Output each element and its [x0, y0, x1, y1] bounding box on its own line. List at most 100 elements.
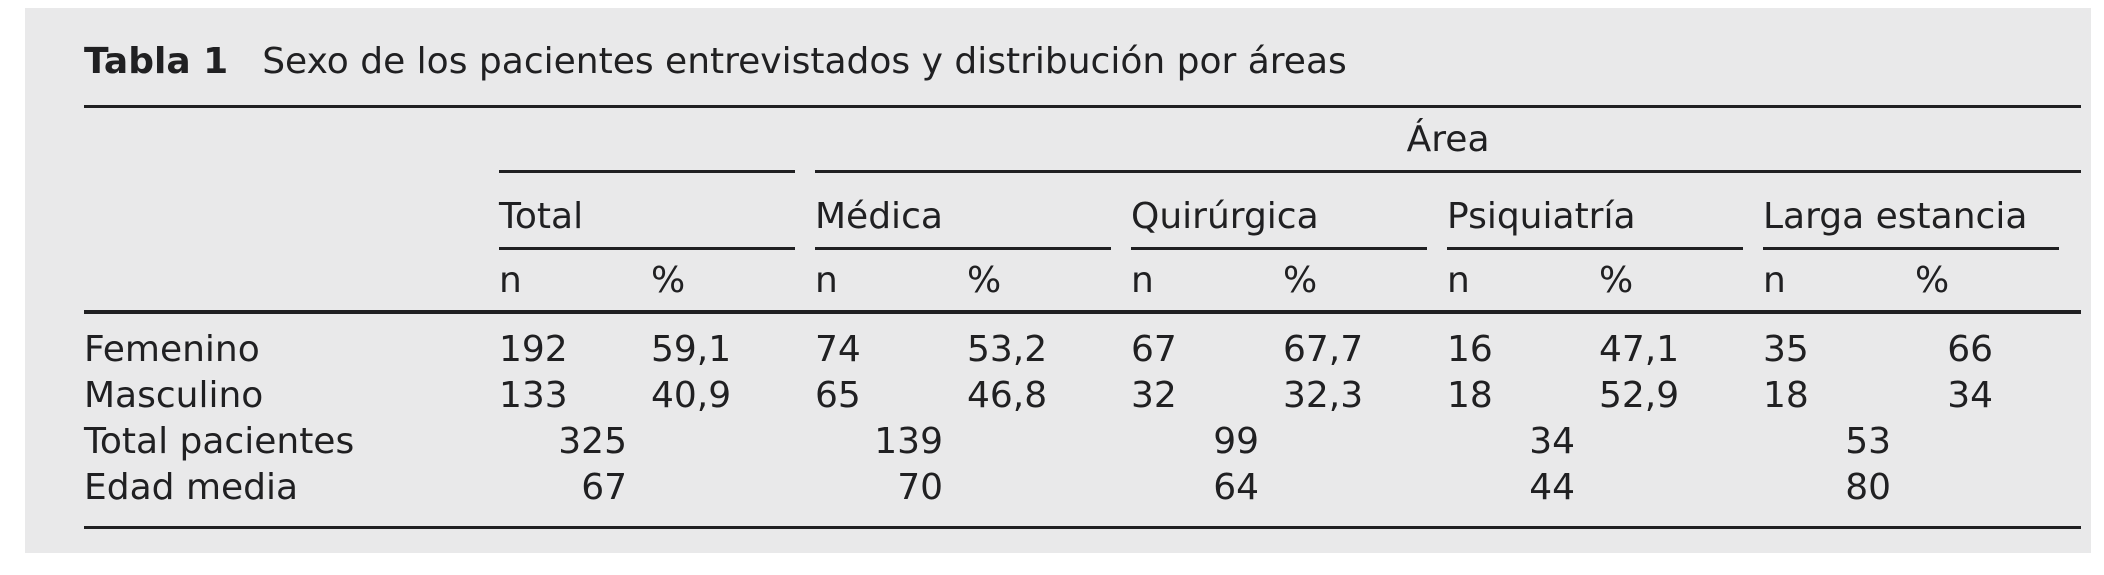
- span-cell: 70: [815, 464, 1111, 529]
- spacer-cell: [1111, 464, 1131, 529]
- subcolumn-pct-label: %: [1283, 248, 1427, 314]
- table-row-masculino: Masculino 133 40,9 65 46,8 32 32,3 18 52…: [84, 372, 2081, 418]
- empty-corner-cell: [84, 248, 499, 314]
- cell-pct-value: 46,8: [967, 374, 1048, 416]
- spacer-cell: [2059, 372, 2081, 418]
- cell-pct-value: 53,2: [967, 328, 1048, 370]
- table-panel: Tabla 1 Sexo de los pacientes entrevistad…: [25, 8, 2091, 553]
- spacer-cell: [2059, 248, 2082, 314]
- span-cell: 325: [499, 418, 795, 464]
- spacer-cell: [1427, 312, 1447, 372]
- column-group-psiquiatria: Psiquiatría: [1447, 171, 1743, 250]
- spacer-cell: [1427, 172, 1447, 249]
- span-cell: 53: [1763, 418, 2059, 464]
- spacer-cell: [1111, 172, 1131, 249]
- spacer-cell: [795, 312, 815, 372]
- spacer-cell: [795, 107, 815, 172]
- row-label: Femenino: [84, 328, 260, 370]
- cell-pct: 46,8: [967, 372, 1111, 418]
- empty-corner-cell: [84, 107, 499, 172]
- span-cell-value: 325: [558, 420, 627, 462]
- subcolumn-n-label: n: [1131, 248, 1283, 314]
- column-group-medica: Médica: [815, 171, 1111, 250]
- subcolumn-n-label: n: [1447, 248, 1599, 314]
- cell-n: 65: [815, 374, 861, 416]
- cell-pct: 53,2: [967, 312, 1111, 372]
- cell-pct: 67,7: [1283, 312, 1427, 372]
- subcolumn-pct-label: %: [1599, 248, 1743, 314]
- span-cell: 34: [1447, 418, 1743, 464]
- column-group-label: Total: [499, 196, 584, 237]
- cell-n: 192: [499, 328, 568, 370]
- column-group-quirurgica: Quirúrgica: [1131, 171, 1427, 250]
- cell-n: 18: [1763, 374, 1809, 416]
- cell-pct-value: 66: [1947, 328, 1993, 370]
- spacer-cell: [795, 418, 815, 464]
- table-row-femenino: Femenino 192 59,1 74 53,2 67 67,7 16 47,…: [84, 312, 2081, 372]
- subcolumn-n-label: n: [1763, 248, 1915, 314]
- spacer-cell: [1743, 312, 1763, 372]
- spacer-cell: [2059, 464, 2082, 529]
- spacer-cell: [1427, 248, 1447, 314]
- spacer-cell: [2059, 172, 2081, 249]
- cell-pct-value: 34: [1947, 374, 1993, 416]
- subcolumn-pct-label: %: [967, 248, 1111, 314]
- caption-label: Tabla 1: [84, 41, 229, 82]
- spacer-cell: [1743, 464, 1763, 529]
- spacer-cell: [1427, 418, 1447, 464]
- spacer-cell: [2059, 312, 2081, 372]
- subcolumn-pct-label: %: [651, 248, 795, 314]
- cell-pct: 52,9: [1599, 372, 1743, 418]
- spacer-cell: [1111, 418, 1131, 464]
- table-caption: Tabla 1 Sexo de los pacientes entrevistad…: [84, 42, 1347, 82]
- cell-pct-value: 32,3: [1283, 374, 1364, 416]
- span-cell-value: 44: [1529, 466, 1575, 508]
- span-cell: 99: [1131, 418, 1427, 464]
- total-overline-cell: [499, 106, 795, 173]
- cell-pct: 47,1: [1599, 312, 1743, 372]
- spacer-cell: [795, 248, 815, 314]
- subcolumn-n-label: n: [815, 248, 967, 314]
- cell-pct-value: 59,1: [651, 328, 732, 370]
- column-group-total: Total: [499, 171, 795, 250]
- span-cell-value: 70: [897, 466, 943, 508]
- cell-n: 133: [499, 374, 568, 416]
- span-cell: 80: [1763, 464, 2059, 529]
- spacer-cell: [1743, 248, 1763, 314]
- subcolumn-pct-label: %: [1915, 248, 2059, 314]
- spacer-cell: [1111, 312, 1131, 372]
- column-group-label: Psiquiatría: [1447, 196, 1636, 237]
- spacer-cell: [1427, 372, 1447, 418]
- cell-pct-value: 67,7: [1283, 328, 1364, 370]
- spacer-cell: [2059, 418, 2081, 464]
- cell-n: 74: [815, 328, 861, 370]
- span-cell-value: 64: [1213, 466, 1259, 508]
- spacer-cell: [1743, 172, 1763, 249]
- span-cell-value: 34: [1529, 420, 1575, 462]
- subcolumn-n-label: n: [499, 248, 651, 314]
- caption-text: Sexo de los pacientes entrevistados y di…: [262, 41, 1347, 82]
- column-group-label: Larga estancia: [1763, 196, 2028, 237]
- header-row-subcolumns: n % n % n % n % n %: [84, 248, 2082, 314]
- span-cell-value: 139: [874, 420, 943, 462]
- cell-pct: 59,1: [651, 312, 795, 372]
- area-spanner-cell: Área: [815, 106, 2082, 173]
- header-row-groups: Total Médica Quirúrgica Psiquiatría Larg…: [84, 171, 2081, 250]
- spacer-cell: [1427, 464, 1447, 529]
- row-label: Edad media: [84, 464, 499, 529]
- column-group-larga-estancia: Larga estancia: [1763, 171, 2059, 250]
- span-cell: 139: [815, 418, 1111, 464]
- row-label: Total pacientes: [84, 420, 355, 462]
- cell-pct: 34: [1915, 372, 2059, 418]
- cell-n: 16: [1447, 328, 1493, 370]
- column-group-label: Médica: [815, 196, 943, 237]
- column-group-label: Quirúrgica: [1131, 196, 1319, 237]
- table-row-total-pacientes: Total pacientes 325 139 99 34 53: [84, 418, 2081, 464]
- spacer-cell: [795, 372, 815, 418]
- spacer-cell: [1743, 372, 1763, 418]
- table-row-edad-media: Edad media 67 70 64 44 80: [84, 464, 2082, 529]
- span-cell-value: 99: [1213, 420, 1259, 462]
- empty-corner-cell: [84, 172, 499, 249]
- spacer-cell: [1111, 248, 1131, 314]
